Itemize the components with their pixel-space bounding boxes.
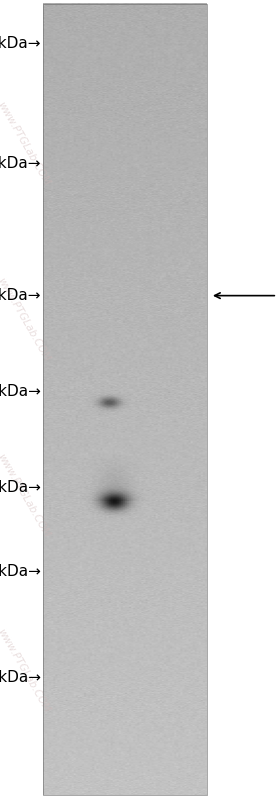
Text: www.PTGLab.COM: www.PTGLab.COM — [0, 627, 52, 715]
Text: 50 kDa→: 50 kDa→ — [0, 480, 41, 495]
Text: 30 kDa→: 30 kDa→ — [0, 670, 41, 685]
Text: 100 kDa→: 100 kDa→ — [0, 288, 41, 303]
Text: www.PTGLab.COM: www.PTGLab.COM — [0, 100, 52, 188]
Text: 70 kDa→: 70 kDa→ — [0, 384, 41, 399]
Bar — [43, 4, 207, 795]
Text: www.PTGLab.COM: www.PTGLab.COM — [0, 276, 52, 364]
Text: www.PTGLab.COM: www.PTGLab.COM — [0, 451, 52, 539]
Text: 40 kDa→: 40 kDa→ — [0, 564, 41, 578]
Text: 250 kDa→: 250 kDa→ — [0, 37, 41, 51]
Text: 150 kDa→: 150 kDa→ — [0, 157, 41, 171]
